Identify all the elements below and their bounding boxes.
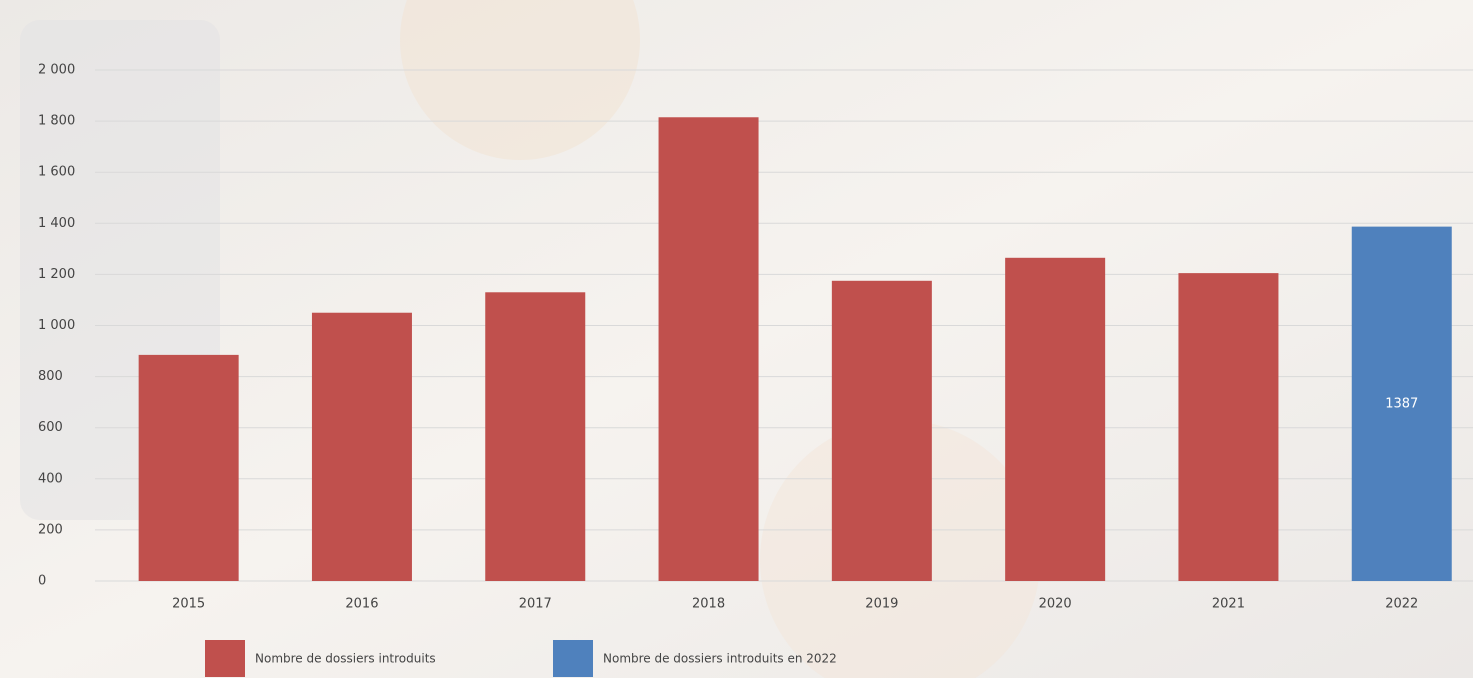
y-tick-label: 600: [38, 420, 63, 435]
bar: [138, 354, 239, 581]
y-tick-label: 1 600: [38, 165, 75, 180]
bar: [311, 312, 412, 581]
background-shape: [400, 0, 640, 160]
x-tick-label: 2016: [345, 597, 378, 612]
legend-label: Nombre de dossiers introduits: [255, 652, 436, 666]
bar: [831, 280, 932, 581]
y-tick-label: 800: [38, 369, 63, 384]
legend-swatch: [205, 640, 245, 677]
y-tick-label: 1 400: [38, 216, 75, 231]
x-tick-label: 2019: [865, 597, 898, 612]
legend-swatch: [553, 640, 593, 677]
y-tick-label: 2 000: [38, 63, 75, 78]
bar: [1178, 273, 1279, 581]
legend-label: Nombre de dossiers introduits en 2022: [603, 652, 837, 666]
data-label: 1387: [1385, 396, 1418, 411]
bar: [1005, 257, 1106, 581]
x-tick-label: 2021: [1212, 597, 1245, 612]
y-tick-label: 1 000: [38, 318, 75, 333]
bar: [485, 292, 586, 581]
y-tick-label: 1 200: [38, 267, 75, 282]
bar: [1351, 226, 1452, 581]
bar: [658, 117, 759, 581]
x-tick-label: 2018: [692, 597, 725, 612]
y-tick-label: 0: [38, 574, 46, 589]
y-tick-label: 1 800: [38, 114, 75, 129]
y-tick-label: 400: [38, 471, 63, 486]
x-tick-label: 2022: [1385, 597, 1418, 612]
y-tick-label: 200: [38, 522, 63, 537]
x-tick-label: 2015: [172, 597, 205, 612]
x-tick-label: 2017: [519, 597, 552, 612]
x-tick-label: 2020: [1039, 597, 1072, 612]
